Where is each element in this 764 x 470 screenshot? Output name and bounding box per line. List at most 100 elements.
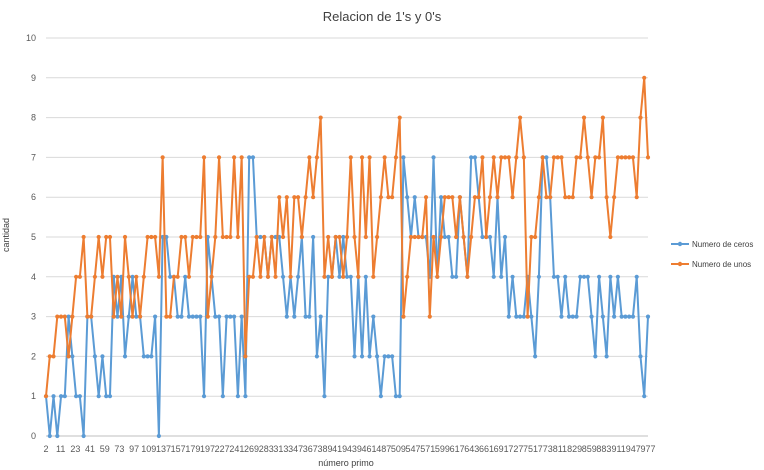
data-point-s1-10 — [81, 234, 86, 240]
data-point-s1-22 — [126, 274, 131, 279]
data-point-s0-118 — [487, 234, 493, 240]
data-point-s1-155 — [627, 155, 632, 160]
data-point-s1-40 — [194, 234, 199, 240]
data-point-s1-72 — [314, 155, 319, 160]
data-point-s1-58 — [262, 234, 267, 240]
data-point-s1-62 — [277, 195, 282, 200]
data-point-s1-26 — [141, 274, 146, 279]
data-point-s1-18 — [111, 314, 116, 319]
data-point-s0-133 — [544, 155, 549, 160]
data-point-s0-38 — [186, 314, 192, 319]
data-point-s1-99 — [416, 234, 421, 240]
data-point-s0-50 — [232, 314, 237, 319]
y-tick-label-4: 4 — [31, 272, 36, 282]
data-point-s1-107 — [446, 195, 451, 200]
legend: Numero de ceros Numero de unos — [671, 240, 753, 269]
data-point-s1-44 — [209, 274, 214, 279]
data-point-s1-110 — [457, 195, 462, 200]
x-tick-label-3: 41 — [85, 444, 95, 454]
data-point-s1-45 — [213, 234, 218, 240]
data-point-s0-82 — [352, 354, 357, 359]
x-tick-label-36: 829 — [567, 444, 582, 454]
data-point-s1-146 — [593, 155, 598, 160]
data-point-s0-153 — [619, 314, 624, 319]
data-point-s0-47 — [220, 394, 225, 399]
x-tick-label-31: 691 — [494, 444, 509, 454]
data-point-s1-2 — [51, 354, 56, 359]
data-point-s1-123 — [506, 155, 511, 160]
data-point-s0-15 — [100, 354, 105, 359]
data-point-s1-113 — [469, 234, 474, 240]
data-point-s1-148 — [600, 115, 605, 120]
data-point-s0-139 — [566, 314, 572, 319]
data-point-s0-130 — [533, 354, 538, 359]
x-tick-label-14: 269 — [244, 444, 259, 454]
data-point-s0-138 — [563, 274, 568, 279]
data-point-s1-94 — [397, 115, 402, 120]
data-point-s1-140 — [570, 195, 575, 200]
x-tick-label-37: 859 — [582, 444, 597, 454]
x-tick-label-7: 109 — [141, 444, 156, 454]
data-point-s0-2 — [51, 394, 56, 399]
data-point-s0-6 — [66, 314, 71, 319]
data-point-s1-89 — [378, 195, 383, 200]
data-point-s1-75 — [326, 234, 331, 240]
data-point-s1-59 — [265, 274, 271, 279]
x-tick-label-25: 547 — [406, 444, 421, 454]
data-point-s1-91 — [386, 195, 391, 200]
data-point-s1-64 — [284, 195, 289, 200]
x-tick-label-13: 241 — [229, 444, 244, 454]
x-tick-label-16: 313 — [273, 444, 288, 454]
data-point-s1-47 — [220, 234, 225, 240]
data-point-s0-140 — [570, 314, 575, 319]
data-point-s0-4 — [58, 394, 64, 399]
data-point-s0-35 — [175, 314, 180, 319]
x-tick-label-29: 643 — [464, 444, 479, 454]
data-point-s1-77 — [333, 234, 338, 240]
data-point-s1-145 — [589, 195, 594, 200]
x-tick-label-33: 751 — [523, 444, 538, 454]
data-point-s0-55 — [250, 155, 256, 160]
y-tick-label-6: 6 — [31, 192, 36, 202]
data-point-s0-57 — [258, 234, 263, 240]
data-point-s0-90 — [382, 354, 387, 359]
data-point-s1-1 — [47, 354, 52, 359]
x-tick-label-19: 389 — [317, 444, 332, 454]
data-point-s1-143 — [581, 115, 587, 120]
data-point-s1-6 — [66, 354, 71, 359]
data-point-s1-96 — [405, 274, 410, 279]
data-point-s0-143 — [581, 274, 587, 279]
data-point-s1-109 — [454, 234, 459, 240]
data-point-s1-84 — [359, 155, 365, 160]
data-point-s0-141 — [574, 314, 579, 319]
x-tick-label-30: 661 — [479, 444, 494, 454]
y-tick-label-1: 1 — [31, 391, 36, 401]
data-point-s0-19 — [115, 314, 120, 319]
data-point-s0-87 — [371, 314, 376, 319]
data-point-s1-131 — [536, 195, 541, 200]
data-point-s1-134 — [548, 195, 553, 200]
data-point-s0-5 — [62, 394, 67, 399]
data-point-s1-7 — [70, 314, 75, 319]
data-point-s1-67 — [295, 195, 301, 200]
y-tick-label-9: 9 — [31, 73, 36, 83]
data-point-s0-81 — [348, 274, 353, 279]
data-point-s0-9 — [77, 394, 82, 399]
x-tick-label-6: 97 — [129, 444, 139, 454]
y-tick-label-0: 0 — [31, 431, 36, 441]
data-point-s0-129 — [529, 314, 534, 319]
x-tick-label-22: 461 — [362, 444, 377, 454]
data-point-s1-117 — [484, 234, 489, 240]
data-point-s1-98 — [412, 234, 417, 240]
data-point-s1-83 — [356, 274, 361, 279]
data-point-s1-141 — [574, 155, 579, 160]
data-point-s1-34 — [171, 274, 177, 279]
y-tick-label-5: 5 — [31, 232, 36, 242]
x-tick-label-9: 157 — [171, 444, 186, 454]
data-point-s0-30 — [156, 433, 161, 439]
data-point-s1-14 — [96, 234, 101, 240]
data-point-s0-86 — [367, 354, 372, 359]
data-point-s1-9 — [77, 274, 82, 279]
data-point-s0-116 — [480, 234, 485, 240]
